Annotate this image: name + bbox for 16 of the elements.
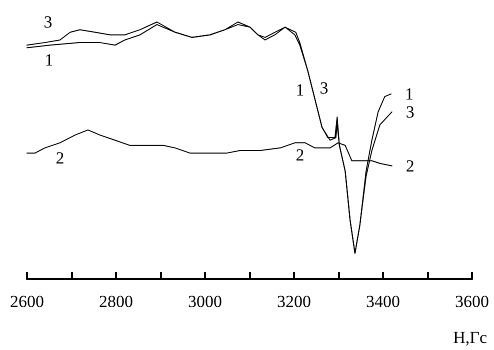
x-tick-label: 3600: [455, 292, 489, 311]
annotation: 1: [405, 84, 414, 104]
x-tick-label: 2800: [99, 292, 133, 311]
x-tick-label: 3400: [366, 292, 400, 311]
annotation: 1: [296, 80, 304, 100]
series-label: 3: [320, 78, 328, 98]
x-axis-title: H,Гс: [453, 328, 488, 347]
annotation: 2: [56, 148, 64, 168]
annotation: 3: [44, 12, 52, 32]
series-label: 1: [44, 50, 54, 70]
annotation: 3: [406, 102, 414, 122]
x-tick-label: 3000: [188, 292, 222, 311]
annotation: 2: [406, 156, 414, 176]
x-tick-label: 3200: [277, 292, 311, 311]
x-tick-label: 2600: [10, 292, 44, 311]
series-label: 2: [296, 146, 304, 164]
